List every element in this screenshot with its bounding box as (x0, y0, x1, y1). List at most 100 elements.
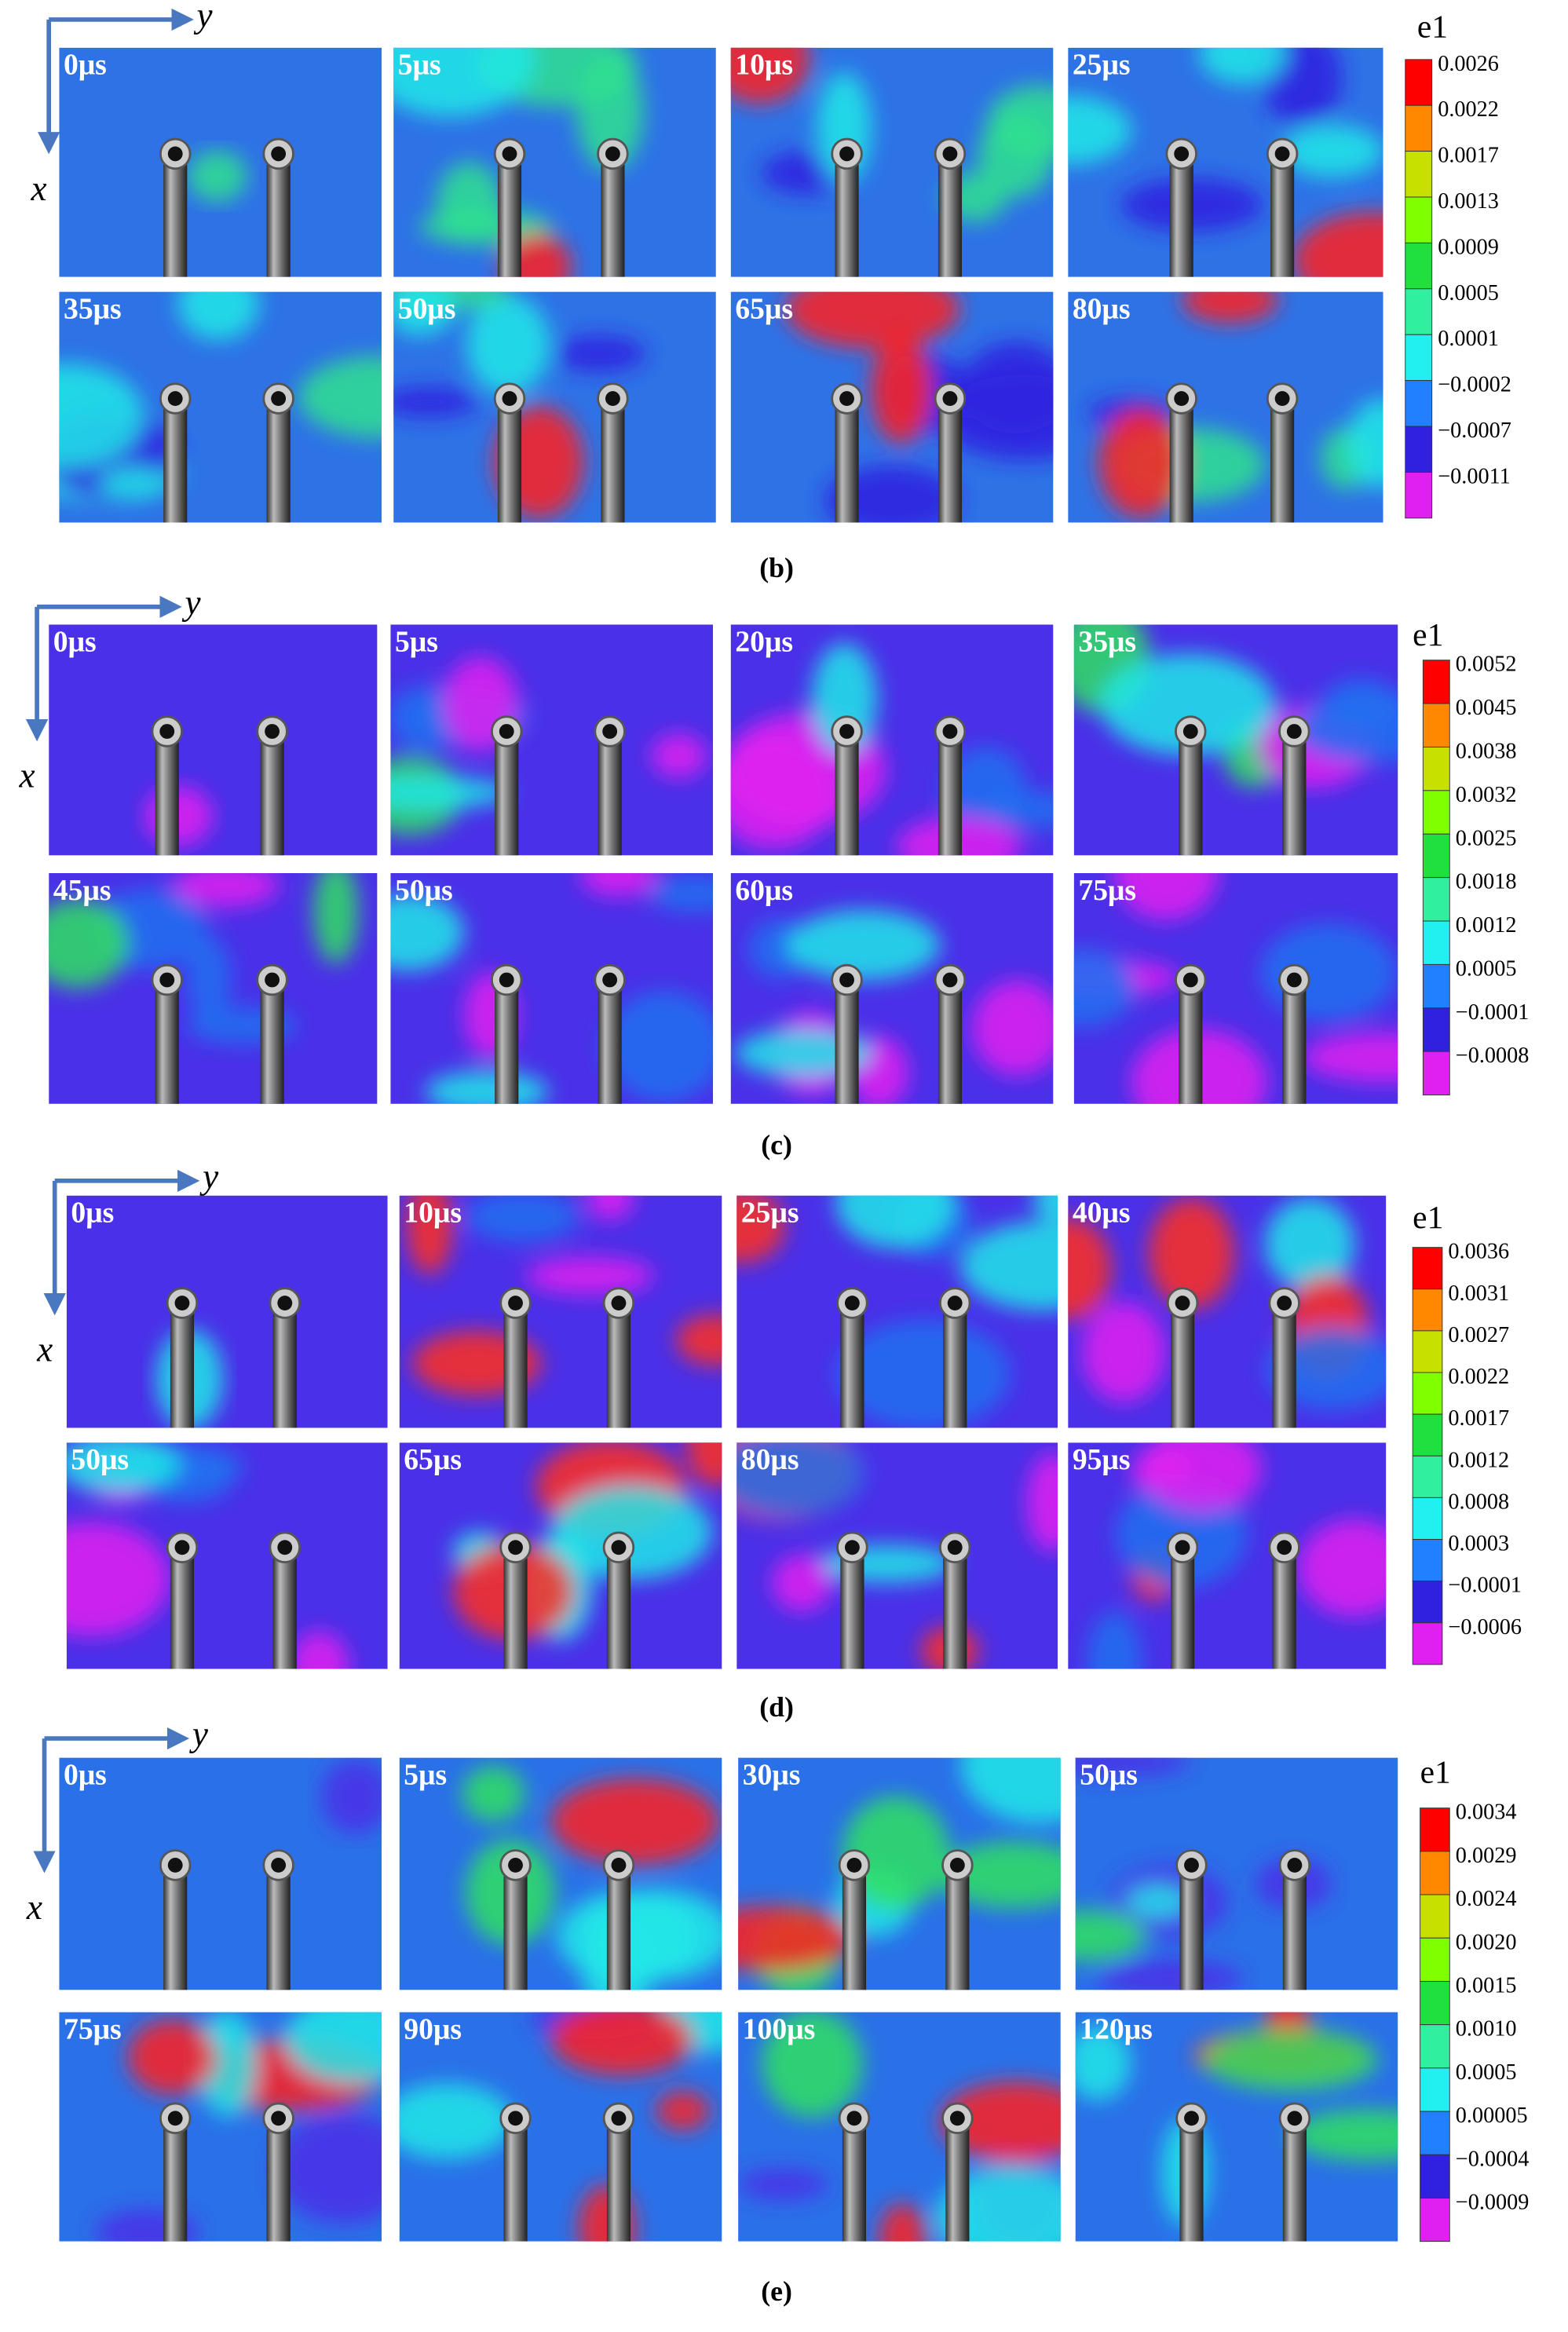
contour-blob (842, 1796, 949, 1910)
electrode-hole (271, 146, 287, 162)
contour-blob (879, 2203, 926, 2242)
frame-content (738, 2012, 1061, 2242)
frame-label: 10μs (404, 1197, 462, 1230)
colorbar-band (1422, 833, 1450, 879)
electrode (260, 728, 284, 856)
electrode-hole (508, 2111, 523, 2126)
colorbar-band (1405, 242, 1433, 290)
contour-blob (938, 375, 1054, 461)
electrode-hole (949, 2111, 965, 2126)
contour-blob (1068, 96, 1131, 165)
electrode (606, 2115, 631, 2242)
colorbar-band (1422, 1007, 1450, 1052)
contour-blob (100, 466, 167, 500)
colorbar-band (1422, 746, 1450, 791)
electrode (1282, 977, 1307, 1104)
contour-blob (604, 991, 714, 1102)
colorbar-tick-label: 0.00005 (1456, 2104, 1528, 2128)
frame-content (393, 47, 716, 277)
electrode-hole (605, 146, 620, 162)
contour-blob (186, 936, 232, 1022)
strain-frame: 0μs (59, 1757, 382, 1990)
electrode (266, 2115, 291, 2242)
contour-blob (1199, 47, 1287, 84)
contour-blob (1033, 1195, 1058, 1224)
axis-label-y: y (189, 1715, 209, 1754)
electrode-hole (508, 1540, 523, 1555)
contour-blob (971, 980, 1054, 1076)
frame-label: 30μs (743, 1759, 801, 1792)
contour-blob (1262, 47, 1343, 127)
strain-frame: 45μs (49, 872, 378, 1104)
electrode-hole (1277, 1540, 1292, 1555)
strain-frame: 80μs (736, 1442, 1058, 1669)
frame-content (730, 291, 1054, 523)
electrode-hole (839, 391, 854, 407)
panel: y x 0μs 5μs 20μs 35μs 45μs 50μs 60μs 75μs e1 0.0052… (18, 583, 1529, 1161)
electrode-hole (1182, 724, 1198, 739)
frame-label: 65μs (735, 293, 793, 326)
electrode-hole (174, 1540, 190, 1555)
electrode-hole (1287, 1858, 1303, 1873)
electrode (938, 977, 963, 1104)
electrode-hole (508, 1858, 523, 1873)
electrode-hole (1174, 391, 1190, 407)
frame-label: 100μs (743, 2013, 815, 2046)
frame-label: 0μs (71, 1197, 114, 1230)
colorbar-tick-label: 0.0010 (1456, 2017, 1517, 2041)
frame-label: 50μs (1080, 1759, 1138, 1792)
contour-blob (738, 2169, 829, 2201)
colorbar-band (1405, 380, 1433, 427)
contour-blob (686, 1442, 722, 1487)
colorbar-band (1420, 1851, 1450, 1895)
colorbar-tick-label: 0.0024 (1456, 1887, 1517, 1911)
colorbar-band (1412, 1622, 1443, 1665)
frame-content (730, 872, 1054, 1104)
colorbar-band (1422, 703, 1450, 747)
contour-blob (187, 150, 247, 203)
contours (59, 291, 382, 502)
electrode-hole (502, 146, 517, 162)
electrode (943, 1299, 967, 1428)
contour-blob (762, 2012, 863, 2118)
contour-blob (960, 1222, 1058, 1310)
colorbar-tick-label: 0.0018 (1456, 870, 1517, 894)
colorbar-band (1412, 1455, 1443, 1498)
electrode (163, 395, 188, 523)
electrode-hole (271, 2111, 287, 2126)
electrode (938, 728, 963, 856)
frame-label: 75μs (1078, 874, 1136, 907)
contour-blob (987, 85, 1054, 159)
contour-blob (59, 363, 144, 468)
electrode-hole (942, 724, 958, 739)
electrode-hole (846, 2111, 862, 2126)
contour-blob (945, 747, 1026, 829)
frame-content (736, 1195, 1058, 1428)
contour-blob (1140, 1442, 1263, 1512)
colorbar-tick-label: 0.0052 (1456, 652, 1517, 677)
electrode (495, 728, 519, 856)
contour-blob (49, 898, 129, 989)
colorbar-band (1422, 877, 1450, 922)
contour-blob (284, 2012, 382, 2084)
contour-blob (1100, 653, 1276, 756)
contour-blob (289, 1631, 349, 1669)
electrode-hole (277, 1296, 293, 1310)
contour-blob (1303, 1032, 1398, 1083)
frame-label: 65μs (404, 1443, 462, 1476)
frame-label: 120μs (1080, 2013, 1153, 2046)
contours (1073, 624, 1398, 788)
electrode (1169, 151, 1193, 277)
contours (736, 1195, 1058, 1428)
electrode (503, 1862, 528, 1990)
electrode (840, 1544, 864, 1669)
frame-content (1073, 872, 1398, 1104)
electrode-hole (1175, 1540, 1190, 1555)
strain-frame: 10μs (399, 1195, 722, 1428)
colorbar-band (1405, 104, 1433, 152)
electrode-hole (602, 724, 618, 739)
contour-blob (466, 294, 550, 395)
electrode-hole (602, 972, 618, 988)
electrode (943, 1544, 967, 1669)
